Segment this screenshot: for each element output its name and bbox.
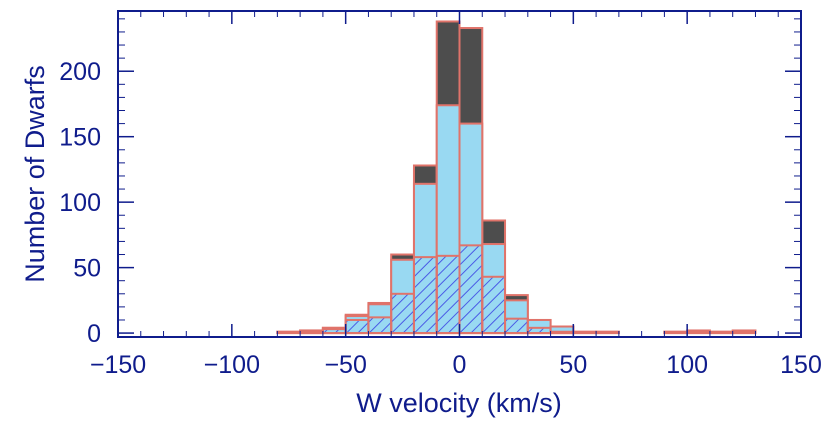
x-tick-label: 50 [559, 351, 587, 379]
y-tick-label: 200 [59, 58, 101, 86]
y-tick-label: 150 [59, 124, 101, 152]
bar-middle-0 [276, 330, 302, 335]
bar-hatched-1 [299, 330, 324, 335]
bar-hatched-5 [390, 292, 415, 335]
bar-hatched-6 [412, 256, 438, 335]
bar-hatched-3 [344, 318, 370, 335]
bar-hatched-9 [481, 275, 507, 335]
bar-hatched-8 [458, 244, 484, 335]
x-tick-label: −50 [324, 351, 366, 379]
bars-layer [276, 20, 757, 335]
bar-middle-18 [686, 330, 711, 335]
x-tick-label: 100 [666, 351, 708, 379]
x-tick-label: 0 [453, 351, 467, 379]
x-tick-label: −100 [204, 351, 260, 379]
bar-middle-20 [731, 330, 757, 335]
bar-hatched-7 [435, 254, 461, 335]
y-tick-label: 50 [73, 255, 101, 283]
axes-layer [117, 10, 802, 338]
bar-hatched-12 [549, 330, 575, 335]
y-tick-label: 0 [87, 320, 101, 348]
bar-hatched-10 [504, 317, 529, 335]
bar-middle-17 [663, 330, 689, 335]
y-tick-label: 100 [59, 189, 101, 217]
bar-hatched-2 [321, 328, 347, 335]
x-tick-label: −150 [90, 351, 146, 379]
bar-hatched-11 [526, 326, 552, 335]
tick-labels-layer: −150 −100 −50 0 50 100 150 0 50 100 150 200 [59, 58, 822, 379]
x-axis-title: W velocity (km/s) [356, 388, 562, 418]
bar-hatched-4 [367, 316, 393, 335]
bar-middle-14 [595, 330, 620, 335]
x-tick-label: 150 [780, 351, 822, 379]
y-axis-title: Number of Dwarfs [20, 65, 50, 283]
bar-middle-13 [572, 330, 598, 335]
bar-middle-19 [708, 330, 734, 335]
